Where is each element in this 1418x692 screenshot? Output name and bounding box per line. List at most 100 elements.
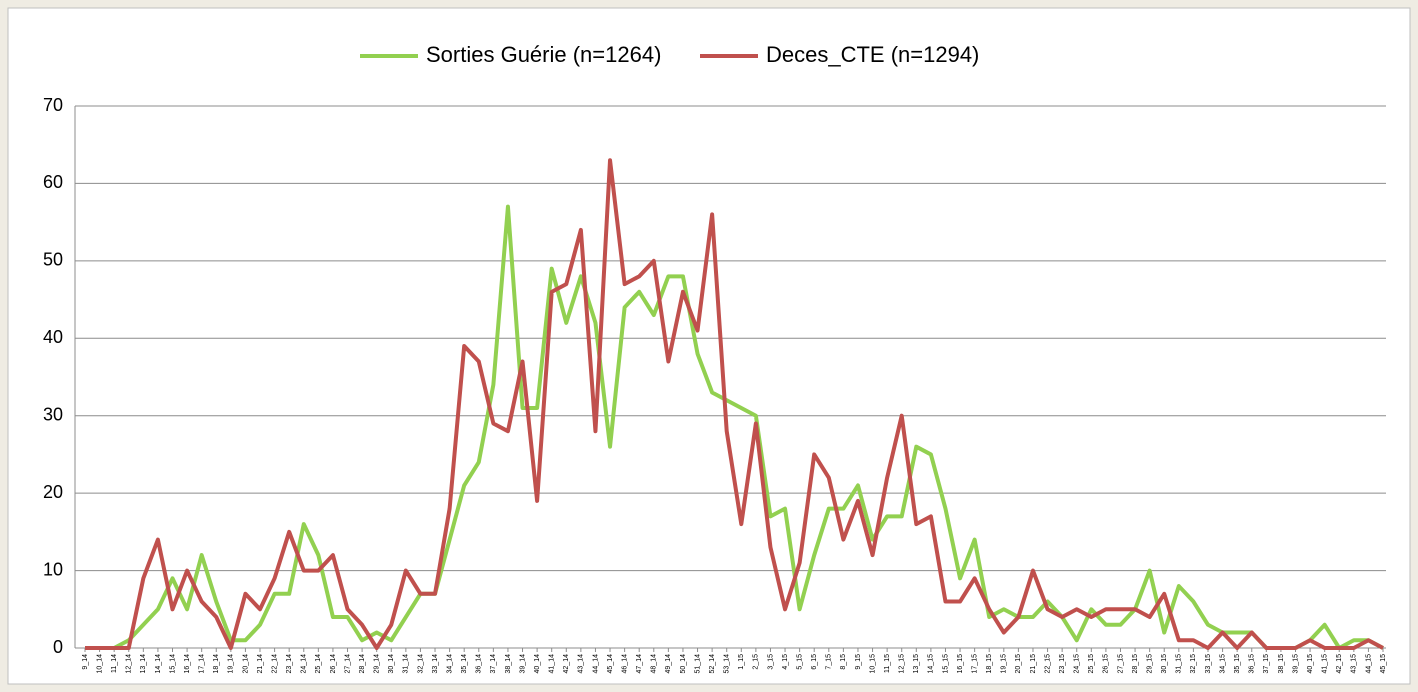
x-tick-label: 23_15 [1059, 654, 1066, 674]
x-tick-label: 22_14 [271, 654, 278, 674]
x-tick-label: 22_15 [1044, 654, 1051, 674]
x-tick-label: 44_15 [1365, 654, 1372, 674]
x-tick-label: 43_14 [578, 654, 585, 674]
x-tick-label: 34_15 [1219, 654, 1226, 674]
x-tick-label: 40_14 [534, 654, 541, 674]
y-tick-label: 20 [43, 482, 63, 502]
x-tick-label: 42_14 [563, 654, 570, 674]
x-tick-label: 40_15 [1307, 654, 1314, 674]
x-tick-label: 4_15 [782, 654, 789, 670]
x-tick-label: 14_15 [928, 654, 935, 674]
x-tick-label: 33_14 [432, 654, 439, 674]
x-tick-label: 13_15 [913, 654, 920, 674]
x-tick-label: 16_14 [184, 654, 191, 674]
x-tick-label: 47_14 [636, 654, 643, 674]
x-tick-label: 28_14 [359, 654, 366, 674]
x-tick-label: 15_15 [942, 654, 949, 674]
x-tick-label: 37_15 [1263, 654, 1270, 674]
x-tick-label: 8_15 [840, 654, 847, 670]
x-tick-label: 35_14 [461, 654, 468, 674]
x-tick-label: 16_15 [957, 654, 964, 674]
y-tick-label: 40 [43, 327, 63, 347]
legend-label: Sorties Guérie (n=1264) [426, 42, 661, 67]
x-tick-label: 23_14 [286, 654, 293, 674]
x-tick-label: 24_14 [301, 654, 308, 674]
x-tick-label: 30_15 [1161, 654, 1168, 674]
x-tick-label: 44_14 [592, 654, 599, 674]
x-tick-label: 1_15 [738, 654, 745, 670]
x-tick-label: 51_14 [694, 654, 701, 674]
x-tick-label: 29_15 [1146, 654, 1153, 674]
x-tick-label: 3_15 [767, 654, 774, 670]
x-tick-label: 42_15 [1336, 654, 1343, 674]
x-tick-label: 10_15 [869, 654, 876, 674]
y-tick-label: 60 [43, 172, 63, 192]
x-tick-label: 13_14 [140, 654, 147, 674]
x-tick-label: 9_14 [82, 654, 89, 670]
x-tick-label: 20_14 [242, 654, 249, 674]
y-tick-label: 70 [43, 95, 63, 115]
x-tick-label: 49_14 [665, 654, 672, 674]
y-tick-label: 50 [43, 250, 63, 270]
x-tick-label: 45_15 [1380, 654, 1387, 674]
x-tick-label: 12_14 [126, 654, 133, 674]
x-tick-label: 25_15 [1088, 654, 1095, 674]
chart-area [7, 7, 1411, 685]
x-tick-label: 27_14 [344, 654, 351, 674]
data-line [85, 204, 1384, 650]
x-tick-label: 25_14 [315, 654, 322, 674]
x-tick-label: 20_15 [1015, 654, 1022, 674]
x-tick-label: 21_15 [1030, 654, 1037, 674]
x-tick-label: 38_15 [1278, 654, 1285, 674]
x-tick-label: 19_15 [1001, 654, 1008, 674]
x-tick-label: 53_14 [724, 654, 731, 674]
x-tick-label: 41_15 [1322, 654, 1329, 674]
x-tick-label: 28_15 [1132, 654, 1139, 674]
x-tick-label: 36_15 [1249, 654, 1256, 674]
y-tick-label: 10 [43, 559, 63, 579]
x-tick-label: 21_14 [257, 654, 264, 674]
x-tick-label: 43_15 [1351, 654, 1358, 674]
x-tick-label: 17_15 [971, 654, 978, 674]
x-tick-label: 37_14 [490, 654, 497, 674]
x-tick-label: 52_14 [709, 654, 716, 674]
x-tick-label: 29_14 [374, 654, 381, 674]
legend-label: Deces_CTE (n=1294) [766, 42, 979, 67]
x-tick-label: 50_14 [680, 654, 687, 674]
x-tick-label: 27_15 [1117, 654, 1124, 674]
x-tick-label: 14_14 [155, 654, 162, 674]
x-tick-label: 18_14 [213, 654, 220, 674]
x-tick-label: 11_14 [111, 654, 118, 673]
y-tick-label: 30 [43, 404, 63, 424]
x-tick-label: 31_14 [403, 654, 410, 674]
x-tick-label: 36_14 [476, 654, 483, 674]
x-tick-label: 38_14 [505, 654, 512, 674]
x-tick-label: 32_14 [417, 654, 424, 674]
x-tick-label: 32_15 [1190, 654, 1197, 674]
x-tick-label: 33_15 [1205, 654, 1212, 674]
x-tick-label: 41_14 [549, 654, 556, 674]
x-tick-label: 17_14 [199, 654, 206, 674]
x-tick-label: 39_14 [519, 654, 526, 674]
x-tick-label: 15_14 [169, 654, 176, 674]
x-tick-label: 5_15 [796, 654, 803, 670]
x-tick-label: 11_15 [884, 654, 891, 673]
x-tick-label: 39_15 [1292, 654, 1299, 674]
x-tick-label: 48_14 [651, 654, 658, 674]
data-line [85, 158, 1384, 650]
x-tick-label: 35_15 [1234, 654, 1241, 674]
x-tick-label: 19_14 [228, 654, 235, 674]
x-tick-label: 2_15 [753, 654, 760, 670]
x-tick-label: 31_15 [1176, 654, 1183, 674]
x-tick-label: 34_14 [446, 654, 453, 674]
x-tick-label: 10_14 [96, 654, 103, 674]
x-tick-label: 9_15 [855, 654, 862, 670]
x-tick-label: 30_14 [388, 654, 395, 674]
y-tick-label: 0 [53, 637, 63, 657]
x-tick-label: 26_15 [1103, 654, 1110, 674]
x-tick-label: 12_15 [899, 654, 906, 674]
x-tick-label: 6_15 [811, 654, 818, 670]
x-tick-label: 24_15 [1074, 654, 1081, 674]
x-tick-label: 7_15 [826, 654, 833, 670]
x-tick-label: 46_14 [621, 654, 628, 674]
